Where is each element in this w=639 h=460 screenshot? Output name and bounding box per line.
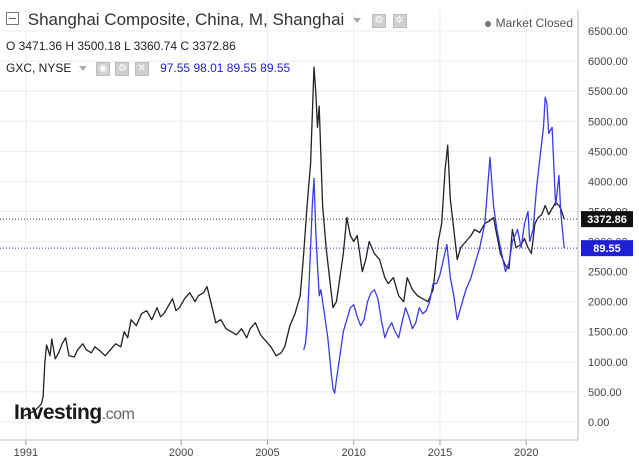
close-icon[interactable]: ✕ bbox=[134, 61, 149, 76]
settings-gear-icon[interactable]: ⚙ bbox=[115, 61, 130, 76]
x-tick-label: 2005 bbox=[255, 447, 279, 459]
x-tick-label: 2015 bbox=[428, 447, 452, 459]
main-title: Shanghai Composite, China, M, Shanghai bbox=[27, 10, 345, 29]
y-tick-label: 2500.00 bbox=[588, 267, 628, 279]
overlay-values: 97.55 98.01 89.55 89.55 bbox=[160, 61, 291, 75]
y-tick-label: 500.00 bbox=[588, 387, 622, 399]
visibility-icon[interactable]: ◉ bbox=[96, 61, 111, 76]
last-value-label: 3372.86 bbox=[587, 214, 627, 226]
last-value-badge bbox=[581, 240, 633, 257]
y-tick-label: 2000.00 bbox=[588, 297, 628, 309]
series-line-shanghai-composite bbox=[23, 66, 565, 417]
investing-logo: Investing.com bbox=[14, 401, 135, 424]
last-value-badge bbox=[581, 211, 633, 228]
x-axis: 1991 2000 2005 2010 2015 2020 bbox=[0, 439, 578, 459]
y-tick-label: 6500.00 bbox=[588, 26, 628, 38]
y-axis: 0.00500.001000.001500.002000.002500.0030… bbox=[577, 10, 628, 440]
y-tick-label: 6000.00 bbox=[588, 56, 628, 68]
y-tick-label: 5000.00 bbox=[588, 116, 628, 128]
series-line-gxc bbox=[303, 96, 565, 394]
ohlc-values: O 3471.36 H 3500.18 L 3360.74 C 3372.86 bbox=[6, 39, 236, 53]
chevron-down-icon[interactable] bbox=[353, 18, 362, 24]
y-tick-label: 0.00 bbox=[588, 417, 609, 429]
x-tick-label: 2000 bbox=[169, 447, 193, 459]
y-tick-label: 1000.00 bbox=[588, 357, 628, 369]
market-status: Market Closed bbox=[484, 16, 573, 30]
legend-title-row: Shanghai Composite, China, M, Shanghai ⚙… bbox=[6, 10, 409, 30]
grid-lines bbox=[0, 10, 578, 440]
last-value-lines: 3372.86 89.55 bbox=[0, 211, 633, 257]
last-value-label: 89.55 bbox=[593, 243, 621, 255]
x-tick-label: 2010 bbox=[341, 447, 365, 459]
status-dot-icon bbox=[484, 20, 491, 27]
x-tick-label: 1991 bbox=[14, 447, 38, 459]
y-tick-label: 4500.00 bbox=[588, 146, 628, 158]
overlay-symbol: GXC, NYSE bbox=[6, 61, 72, 75]
overlay-legend-row: GXC, NYSE ◉ ⚙ ✕ 97.55 98.01 89.55 89.55 bbox=[6, 61, 290, 76]
collapse-icon[interactable] bbox=[6, 12, 19, 26]
x-tick-label: 2020 bbox=[514, 447, 538, 459]
y-tick-label: 1500.00 bbox=[588, 327, 628, 339]
series-lines bbox=[23, 66, 565, 417]
y-tick-label: 5500.00 bbox=[588, 86, 628, 98]
chevron-down-icon[interactable] bbox=[78, 66, 87, 72]
options-icon[interactable]: ✲ bbox=[392, 13, 407, 28]
y-tick-label: 4000.00 bbox=[588, 176, 628, 188]
settings-gear-icon[interactable]: ⚙ bbox=[371, 13, 386, 28]
